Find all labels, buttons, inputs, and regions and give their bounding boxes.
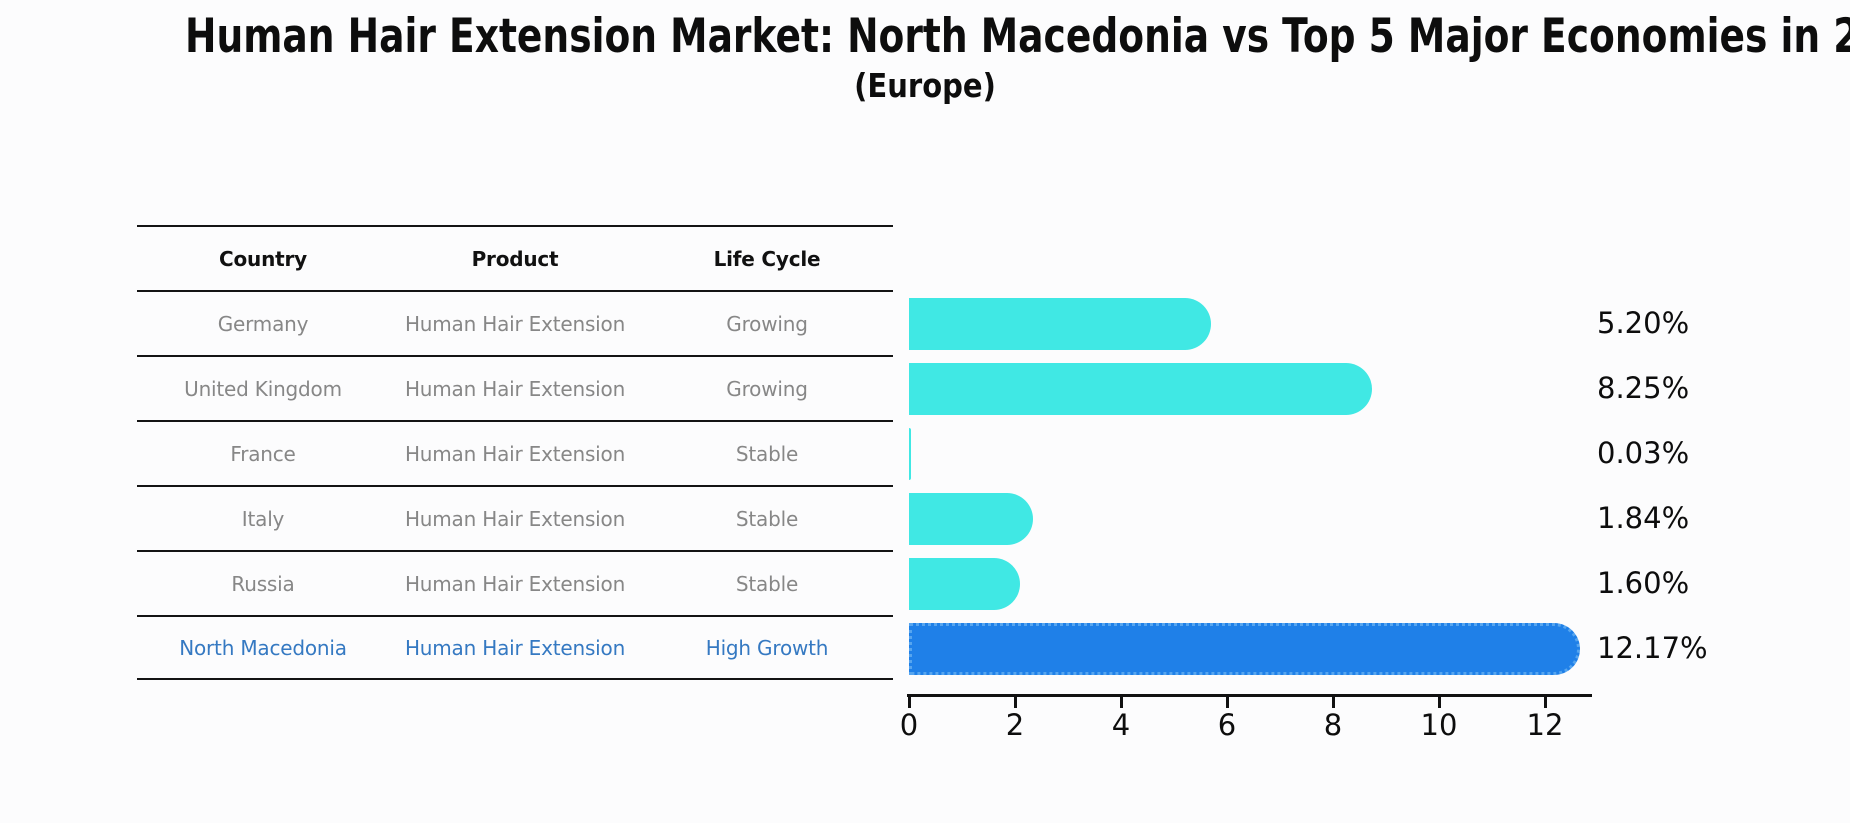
table-row-france: France Human Hair Extension Stable (137, 420, 893, 485)
cell-product: Human Hair Extension (404, 506, 626, 531)
cell-product: Human Hair Extension (404, 441, 626, 466)
x-axis-tick (1543, 694, 1547, 708)
cell-product: Human Hair Extension (404, 571, 626, 596)
x-axis-tick (1225, 694, 1229, 708)
x-axis-tick-label: 8 (1323, 708, 1343, 742)
x-axis-tick (1013, 694, 1017, 708)
value-label-russia: 1.60% (1597, 565, 1690, 600)
cell-product: Human Hair Extension (404, 376, 626, 401)
value-label-italy: 1.84% (1597, 500, 1690, 535)
x-axis-line (907, 694, 1592, 697)
cell-life-cycle: Stable (735, 441, 799, 466)
table-row-italy: Italy Human Hair Extension Stable (137, 485, 893, 550)
x-axis-tick (1437, 694, 1441, 708)
country-table: Country Product Life Cycle Germany Human … (137, 225, 893, 680)
value-label-united-kingdom: 8.25% (1597, 370, 1690, 405)
table-row-united-kingdom: United Kingdom Human Hair Extension Growin… (137, 355, 893, 420)
bar-north-macedonia (909, 623, 1580, 675)
bar-germany (909, 298, 1211, 350)
cell-life-cycle: Growing (726, 311, 808, 336)
table-body: Germany Human Hair Extension Growing United… (137, 290, 893, 680)
cell-life-cycle: High Growth (705, 635, 829, 660)
x-axis-tick (1119, 694, 1123, 708)
cell-country: United Kingdom (184, 376, 342, 401)
bar-united-kingdom (909, 363, 1373, 415)
x-axis-tick-label: 4 (1111, 708, 1131, 742)
table-row-russia: Russia Human Hair Extension Stable (137, 550, 893, 615)
value-label-germany: 5.20% (1597, 305, 1690, 340)
x-axis-tick-label: 12 (1526, 708, 1564, 742)
x-axis-tick-label: 2 (1005, 708, 1025, 742)
cell-product: Human Hair Extension (404, 311, 626, 336)
x-axis-tick-label: 10 (1420, 708, 1458, 742)
cell-country: Russia (231, 571, 295, 596)
bar-italy (909, 493, 1033, 545)
x-axis-tick (1331, 694, 1335, 708)
cell-country: Germany (217, 311, 309, 336)
bar-russia (909, 558, 1020, 610)
column-header-product: Product (471, 246, 559, 271)
cell-product: Human Hair Extension (404, 635, 626, 660)
cell-country: North Macedonia (179, 635, 347, 660)
cell-country: France (230, 441, 296, 466)
column-header-country: Country (219, 246, 307, 271)
value-label-north-macedonia: 12.17% (1597, 630, 1708, 665)
x-axis-tick-label: 0 (899, 708, 919, 742)
cell-country: Italy (241, 506, 285, 531)
table-row-north-macedonia: North Macedonia Human Hair Extension High … (137, 615, 893, 680)
value-label-france: 0.03% (1597, 435, 1690, 470)
table-header-row: Country Product Life Cycle (137, 225, 893, 290)
x-axis-tick-label: 6 (1217, 708, 1237, 742)
chart-title: Human Hair Extension Market: North Maced… (185, 9, 1850, 64)
chart-subtitle: (Europe) (854, 66, 996, 105)
column-header-life-cycle: Life Cycle (713, 246, 821, 271)
cell-life-cycle: Stable (735, 506, 799, 531)
bar-france (909, 428, 911, 480)
cell-life-cycle: Stable (735, 571, 799, 596)
cell-life-cycle: Growing (726, 376, 808, 401)
table-row-germany: Germany Human Hair Extension Growing (137, 290, 893, 355)
x-axis-tick (907, 694, 911, 708)
